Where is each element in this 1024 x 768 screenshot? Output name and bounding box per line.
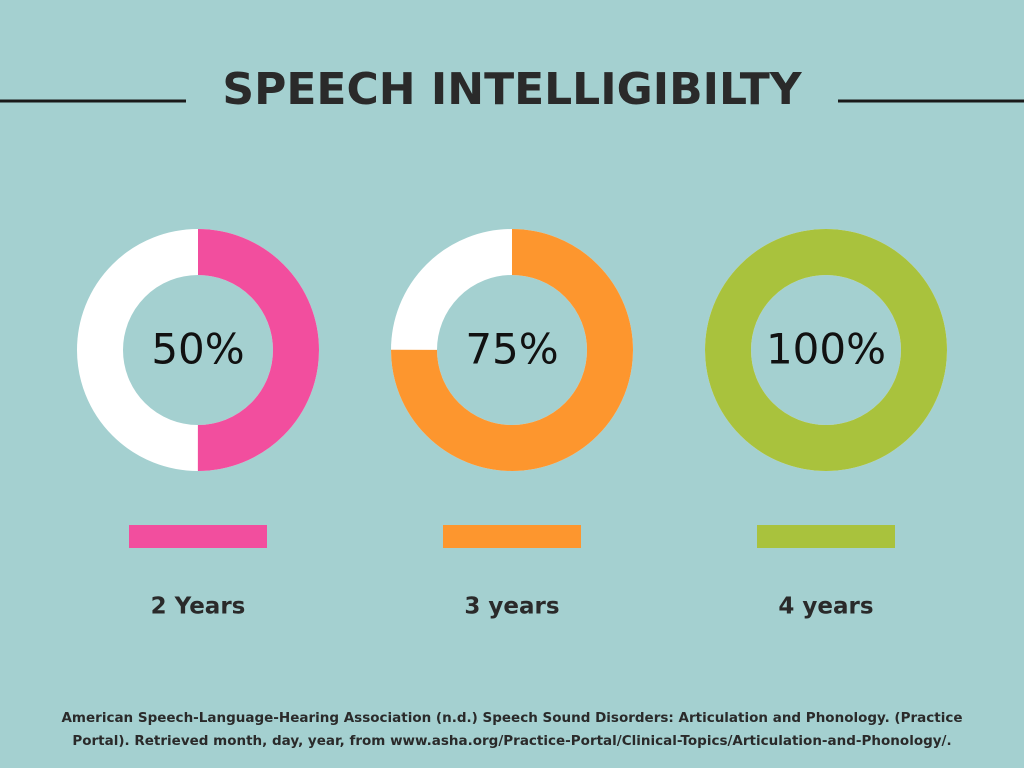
legend-swatch <box>129 525 267 548</box>
donut-segment <box>391 229 633 471</box>
category-label: 2 Years <box>151 594 246 620</box>
title: SPEECH INTELLIGIBILTY <box>222 64 802 115</box>
source-line: Portal). Retrieved month, day, year, fro… <box>72 733 951 749</box>
category-label: 4 years <box>778 594 873 620</box>
value-label: 75% <box>465 325 558 374</box>
value-label: 50% <box>151 325 244 374</box>
legend-swatch <box>757 525 895 548</box>
value-label: 100% <box>766 325 886 374</box>
legend-swatch <box>443 525 581 548</box>
source-line: American Speech-Language-Hearing Associa… <box>61 710 962 726</box>
donut-segment <box>77 229 319 471</box>
donut-segment <box>705 229 947 471</box>
category-label: 3 years <box>464 594 559 620</box>
